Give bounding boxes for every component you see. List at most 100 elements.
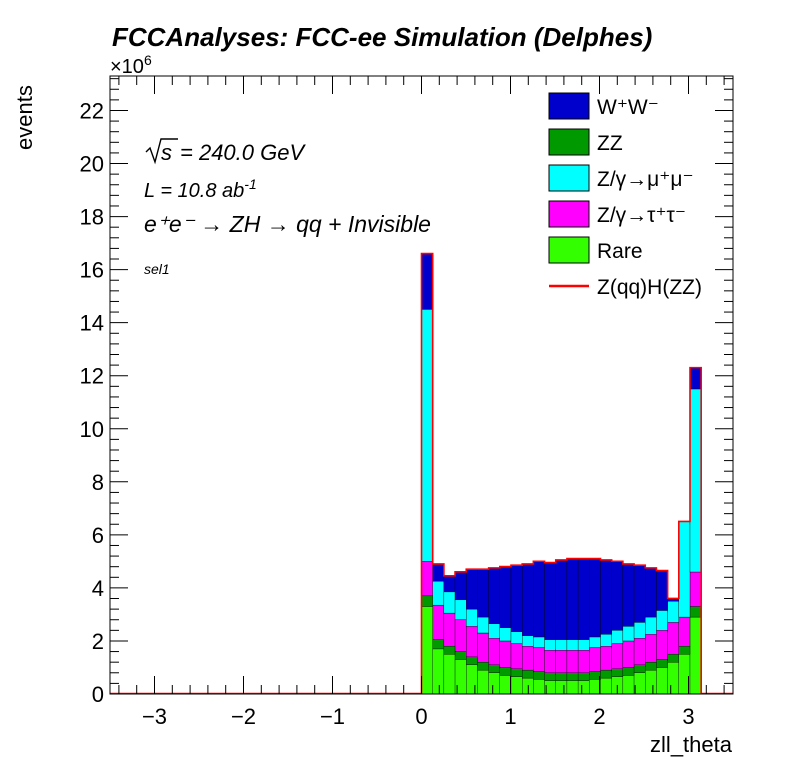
bar-z-bin-6 xyxy=(488,623,500,639)
bar-zz-bin-5 xyxy=(477,661,489,671)
process-label: e⁺e⁻ → ZH → qq + Invisible xyxy=(144,211,431,237)
bar-rare-bin-15 xyxy=(589,679,601,695)
bar-zz-bin-12 xyxy=(555,672,568,681)
bar-ww-bin-24 xyxy=(689,367,702,390)
legend-swatch-ww xyxy=(548,92,590,120)
y-tick-label: 8 xyxy=(92,470,104,495)
bar-ww-bin-14 xyxy=(577,558,590,640)
y-tick-label: 12 xyxy=(80,364,104,389)
bar-z-bin-8 xyxy=(510,631,523,644)
y-multiplier-base: ×10 xyxy=(110,56,144,78)
bar-rare-bin-24 xyxy=(689,616,702,695)
bar-rare-bin-19 xyxy=(633,672,646,695)
y-tick-label: 18 xyxy=(80,205,104,230)
bar-z-bin-15 xyxy=(589,647,601,672)
bar-zz-bin-4 xyxy=(466,656,478,666)
bar-z-bin-5 xyxy=(477,632,489,663)
selection-label: sel1 xyxy=(144,261,170,277)
bar-z-bin-22 xyxy=(667,622,679,655)
bar-z-bin-19 xyxy=(633,638,646,665)
bar-z-bin-21 xyxy=(656,630,668,660)
bar-ww-bin-7 xyxy=(499,566,512,628)
bar-zz-bin-13 xyxy=(566,672,579,681)
y-tick-label: 0 xyxy=(92,682,104,707)
bar-z-bin-23 xyxy=(678,521,691,618)
bar-z-bin-10 xyxy=(533,647,545,672)
bar-zz-bin-14 xyxy=(577,672,590,681)
bar-z-bin-0 xyxy=(421,561,433,597)
bar-zz-bin-23 xyxy=(678,646,691,655)
bar-zz-bin-10 xyxy=(533,671,545,680)
bar-zz-bin-7 xyxy=(499,667,512,676)
bar-z-bin-8 xyxy=(510,643,523,669)
legend: W⁺W⁻ ZZ Z/γ→μ⁺μ⁻ Z/γ→τ⁺τ⁻ Rare Z(qq)H(ZZ) xyxy=(548,92,702,299)
bar-zz-bin-6 xyxy=(488,664,500,673)
bar-ww-bin-9 xyxy=(522,563,534,636)
bar-rare-bin-0 xyxy=(421,606,433,695)
bar-zz-bin-9 xyxy=(522,669,534,679)
bar-z-bin-14 xyxy=(577,639,590,651)
legend-swatch-rare xyxy=(548,236,590,264)
x-tick-label: −3 xyxy=(142,704,167,729)
bar-z-bin-7 xyxy=(499,640,512,668)
bar-ww-bin-0 xyxy=(421,253,433,310)
y-tick-label: 4 xyxy=(92,576,104,601)
y-axis-label: events xyxy=(12,85,37,150)
legend-swatch-z xyxy=(548,164,590,192)
bar-z-bin-19 xyxy=(633,622,646,639)
bar-zz-bin-3 xyxy=(454,651,467,660)
bar-z-bin-18 xyxy=(622,626,635,642)
legend-swatch-z xyxy=(548,200,590,228)
bar-z-bin-11 xyxy=(544,650,556,673)
y-tick-label: 2 xyxy=(92,629,104,654)
bar-z-bin-16 xyxy=(600,646,612,671)
bar-ww-bin-1 xyxy=(432,563,445,582)
x-tick-label: 3 xyxy=(682,704,694,729)
bar-z-bin-17 xyxy=(611,630,624,644)
sqrt-s-label: s xyxy=(161,140,172,165)
bar-z-bin-13 xyxy=(566,650,579,673)
bar-z-bin-2 xyxy=(443,612,456,647)
energy-label: = 240.0 GeV xyxy=(180,140,306,165)
y-tick-label: 10 xyxy=(80,417,104,442)
bar-ww-bin-13 xyxy=(566,558,579,640)
bar-ww-bin-2 xyxy=(443,575,456,593)
bar-z-bin-12 xyxy=(555,650,568,673)
bar-zz-bin-18 xyxy=(622,667,635,676)
bar-zz-bin-19 xyxy=(633,664,646,673)
legend-swatch-zz xyxy=(548,128,590,156)
bar-zz-bin-0 xyxy=(421,595,433,607)
bar-ww-bin-21 xyxy=(656,570,668,611)
bar-z-bin-7 xyxy=(499,627,512,642)
bar-z-bin-5 xyxy=(477,616,489,634)
bar-zz-bin-1 xyxy=(432,639,445,650)
bar-zz-bin-17 xyxy=(611,668,624,677)
bar-ww-bin-16 xyxy=(600,559,612,635)
bar-zz-bin-2 xyxy=(443,646,456,655)
bar-z-bin-17 xyxy=(611,643,624,669)
bar-ww-bin-6 xyxy=(488,567,500,624)
legend-label-z: Z/γ→τ⁺τ⁻ xyxy=(597,204,686,227)
bar-rare-bin-16 xyxy=(600,677,612,695)
legend-label-zqqhzz: Z(qq)H(ZZ) xyxy=(597,276,702,299)
bar-zz-bin-22 xyxy=(667,654,679,663)
bar-z-bin-9 xyxy=(522,635,534,647)
bar-z-bin-22 xyxy=(667,600,679,623)
bar-ww-bin-3 xyxy=(454,571,467,601)
bar-z-bin-16 xyxy=(600,634,612,647)
x-tick-label: −1 xyxy=(320,704,345,729)
x-axis-label: zll_theta xyxy=(650,732,733,757)
bar-z-bin-24 xyxy=(689,571,702,607)
y-multiplier: ×106 xyxy=(110,52,152,78)
bar-z-bin-12 xyxy=(555,639,568,651)
bar-ww-bin-20 xyxy=(645,567,657,618)
bar-ww-bin-18 xyxy=(622,563,635,627)
bar-rare-bin-21 xyxy=(656,667,668,695)
y-tick-label: 6 xyxy=(92,523,104,548)
bar-z-bin-13 xyxy=(566,639,579,651)
bar-z-bin-6 xyxy=(488,638,500,665)
bar-z-bin-14 xyxy=(577,650,590,673)
bar-z-bin-0 xyxy=(421,309,433,562)
